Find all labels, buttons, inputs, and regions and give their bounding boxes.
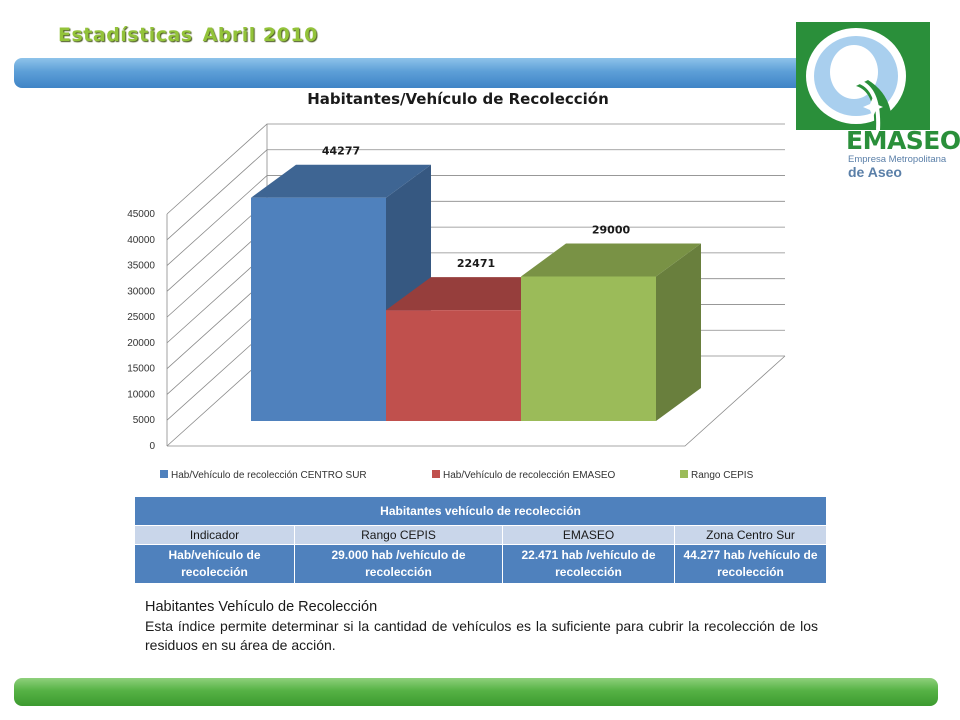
y-tick-label: 30000 xyxy=(127,286,155,297)
data-label: 44277 xyxy=(322,145,360,158)
table-caption: Habitantes vehículo de recolección xyxy=(133,496,828,526)
table-cell: 44.277 hab /vehículo de recolección xyxy=(673,544,828,584)
y-tick-label: 40000 xyxy=(127,235,155,246)
y-tick-label: 15000 xyxy=(127,364,155,375)
y-tick-label: 20000 xyxy=(127,338,155,349)
header-bar xyxy=(14,58,826,88)
legend-label: Rango CEPIS xyxy=(691,470,754,481)
y-tick-label: 0 xyxy=(149,441,155,452)
bar xyxy=(521,243,701,421)
y-axis-ticks: 0 5000 10000 15000 20000 25000 30000 35000 40000… xyxy=(127,209,155,452)
bar-top xyxy=(251,164,431,198)
data-label: 29000 xyxy=(592,223,631,236)
y-tick-label: 5000 xyxy=(133,415,156,426)
slide-title-text: Estadísticas xyxy=(58,24,193,46)
y-tick-label: 35000 xyxy=(127,261,155,272)
table-header-cell: EMASEO xyxy=(502,525,675,545)
table-header-cell: Indicador xyxy=(134,525,295,545)
chart-bars xyxy=(251,164,701,421)
table-header-row: Indicador Rango CEPIS EMASEO Zona Centro… xyxy=(134,525,828,545)
table-cell: 29.000 hab /vehículo de recolección xyxy=(294,544,503,584)
data-label: 22471 xyxy=(457,257,495,270)
description-title: Habitantes Vehículo de Recolección xyxy=(145,599,378,615)
table-cell: 22.471 hab /vehículo de recolección xyxy=(502,544,675,584)
slide-title: Estadísticas Abril 2010 xyxy=(58,24,318,46)
footer-bar xyxy=(14,678,938,706)
logo-brand: EMASEO xyxy=(846,126,960,155)
emaseo-logo: EMASEO Empresa Metropolitana de Aseo xyxy=(796,22,960,182)
chart-data-labels: 44277 22471 29000 xyxy=(322,145,631,270)
y-tick-label: 45000 xyxy=(127,209,155,220)
legend-swatch xyxy=(160,470,168,478)
legend-label: Hab/Vehículo de recolección EMASEO xyxy=(443,470,616,481)
bar-front xyxy=(386,310,521,421)
logo-tagline-2: de Aseo xyxy=(848,164,902,180)
legend-swatch xyxy=(432,470,440,478)
chart-title: Habitantes/Vehículo de Recolección xyxy=(307,90,609,108)
emaseo-emblem-icon xyxy=(796,22,930,130)
table-cell: Hab/vehículo de recolección xyxy=(134,544,295,584)
bar-front xyxy=(521,276,656,421)
legend-swatch xyxy=(680,470,688,478)
bar-side xyxy=(656,243,701,421)
chart-legend: Hab/Vehículo de recolección CENTRO SUR Ha… xyxy=(160,470,754,481)
table-header-cell: Rango CEPIS xyxy=(294,525,503,545)
description-body: Esta índice permite determinar si la can… xyxy=(145,618,818,653)
y-tick-label: 10000 xyxy=(127,389,155,400)
table-header-cell: Zona Centro Sur xyxy=(673,525,828,545)
table-row: Hab/vehículo de recolección 29.000 hab /… xyxy=(134,544,828,584)
legend-label: Hab/Vehículo de recolección CENTRO SUR xyxy=(171,470,367,481)
y-tick-label: 25000 xyxy=(127,312,155,323)
slide-title-date: Abril 2010 xyxy=(202,24,318,46)
stats-table: Habitantes vehículo de recolección Indic… xyxy=(133,496,828,584)
bar-top xyxy=(521,243,701,277)
description: Habitantes Vehículo de Recolección Esta … xyxy=(145,598,818,655)
bar-front xyxy=(251,197,386,421)
logo-tagline: Empresa Metropolitana xyxy=(848,154,947,165)
chart-floor xyxy=(167,355,786,447)
